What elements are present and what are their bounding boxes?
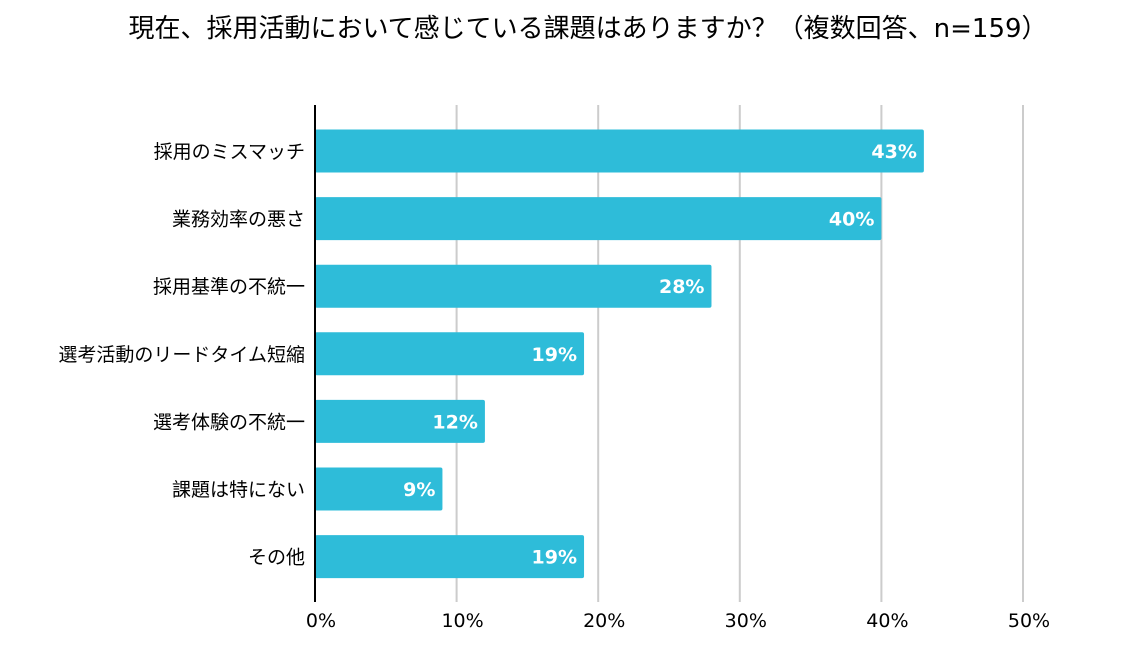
category-label-2: 業務効率の悪さ — [172, 209, 305, 231]
category-label-6: 課題は特にない — [172, 479, 305, 501]
category-label-4: 選考活動のリードタイム短縮 — [58, 344, 305, 366]
bar-3 — [315, 264, 712, 308]
bar-1 — [315, 129, 924, 173]
bar-value-label-3: 28% — [659, 276, 704, 298]
bar-6 — [315, 467, 443, 511]
bar-value-label-6: 9% — [403, 479, 435, 501]
bar-4 — [315, 332, 585, 376]
bar-value-label-5: 12% — [432, 411, 477, 433]
x-tick-label-20: 20% — [583, 610, 625, 632]
bars: 43% 40% 28% 19% 12% 9% 19% — [315, 129, 924, 579]
bar-value-label-4: 19% — [532, 344, 577, 366]
bar-value-label-7: 19% — [532, 547, 577, 569]
bar-2 — [315, 197, 882, 241]
category-label-3: 採用基準の不統一 — [153, 276, 305, 298]
x-axis-ticks: 0% 10% 20% 30% 40% 50% — [306, 610, 1050, 632]
category-label-7: その他 — [248, 547, 305, 569]
x-tick-label-0: 0% — [306, 610, 336, 632]
bar-7 — [315, 535, 585, 579]
bar-5 — [315, 399, 485, 443]
gridlines — [455, 105, 1024, 602]
x-tick-label-30: 30% — [725, 610, 767, 632]
x-tick-label-40: 40% — [866, 610, 908, 632]
bar-value-label-1: 43% — [871, 141, 916, 163]
chart-title: 現在、採用活動において感じている課題はありますか？（複数回答、n=159） — [128, 14, 1047, 44]
category-labels: 採用のミスマッチ業務効率の悪さ採用基準の不統一選考活動のリードタイム短縮選考体験… — [58, 141, 305, 569]
bar-value-label-2: 40% — [829, 209, 874, 231]
x-tick-label-50: 50% — [1008, 610, 1050, 632]
x-tick-label-10: 10% — [441, 610, 483, 632]
category-label-5: 選考体験の不統一 — [153, 411, 305, 433]
category-label-1: 採用のミスマッチ — [154, 141, 305, 163]
